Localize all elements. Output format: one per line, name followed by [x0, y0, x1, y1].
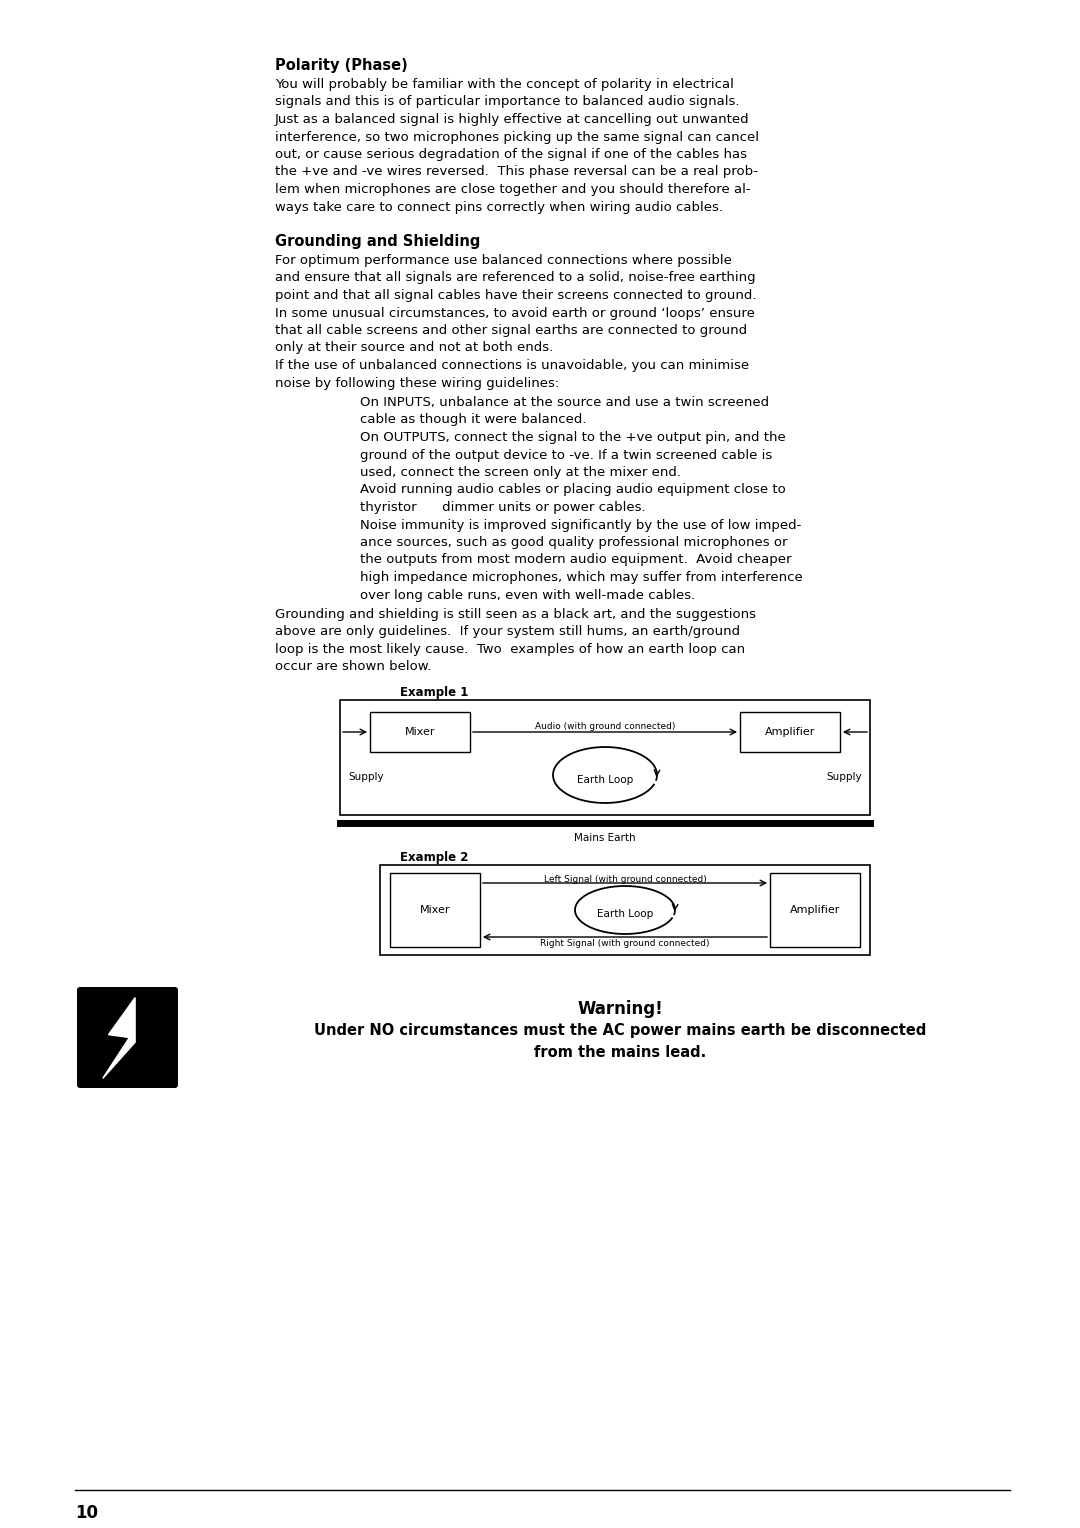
Text: Mixer: Mixer: [405, 727, 435, 736]
Text: only at their source and not at both ends.: only at their source and not at both end…: [275, 341, 553, 354]
Text: Warning!: Warning!: [577, 999, 663, 1018]
Text: lem when microphones are close together and you should therefore al-: lem when microphones are close together …: [275, 183, 751, 196]
Text: ance sources, such as good quality professional microphones or: ance sources, such as good quality profe…: [360, 536, 787, 549]
Text: point and that all signal cables have their screens connected to ground.: point and that all signal cables have th…: [275, 289, 756, 303]
Text: that all cable screens and other signal earths are connected to ground: that all cable screens and other signal …: [275, 324, 747, 338]
Text: and ensure that all signals are referenced to a solid, noise-free earthing: and ensure that all signals are referenc…: [275, 272, 756, 284]
Text: ways take care to connect pins correctly when wiring audio cables.: ways take care to connect pins correctly…: [275, 200, 723, 214]
Text: above are only guidelines.  If your system still hums, an earth/ground: above are only guidelines. If your syste…: [275, 625, 740, 639]
Text: from the mains lead.: from the mains lead.: [534, 1045, 706, 1060]
Text: occur are shown below.: occur are shown below.: [275, 660, 432, 674]
Text: Under NO circumstances must the AC power mains earth be disconnected: Under NO circumstances must the AC power…: [314, 1024, 927, 1038]
Text: Mains Earth: Mains Earth: [575, 833, 636, 843]
Text: noise by following these wiring guidelines:: noise by following these wiring guidelin…: [275, 376, 559, 390]
Text: out, or cause serious degradation of the signal if one of the cables has: out, or cause serious degradation of the…: [275, 148, 747, 160]
Text: Just as a balanced signal is highly effective at cancelling out unwanted: Just as a balanced signal is highly effe…: [275, 113, 750, 125]
Bar: [740, 712, 840, 752]
Text: Earth Loop: Earth Loop: [597, 909, 653, 918]
Text: thyristor      dimmer units or power cables.: thyristor dimmer units or power cables.: [360, 501, 646, 513]
Polygon shape: [103, 998, 135, 1079]
Text: Amplifier: Amplifier: [765, 727, 815, 736]
Text: In some unusual circumstances, to avoid earth or ground ‘loops’ ensure: In some unusual circumstances, to avoid …: [275, 307, 755, 319]
Text: the outputs from most modern audio equipment.  Avoid cheaper: the outputs from most modern audio equip…: [360, 553, 792, 567]
Text: Supply: Supply: [826, 772, 862, 782]
Text: On INPUTS, unbalance at the source and use a twin screened: On INPUTS, unbalance at the source and u…: [360, 396, 769, 410]
Bar: [390, 872, 480, 947]
Text: Left Signal (with ground connected): Left Signal (with ground connected): [543, 876, 706, 885]
Text: Mixer: Mixer: [420, 905, 450, 915]
Text: interference, so two microphones picking up the same signal can cancel: interference, so two microphones picking…: [275, 130, 759, 144]
Text: over long cable runs, even with well-made cables.: over long cable runs, even with well-mad…: [360, 588, 696, 602]
Text: Supply: Supply: [348, 772, 383, 782]
Text: cable as though it were balanced.: cable as though it were balanced.: [360, 414, 586, 426]
Text: Grounding and Shielding: Grounding and Shielding: [275, 234, 481, 249]
Text: Grounding and shielding is still seen as a black art, and the suggestions: Grounding and shielding is still seen as…: [275, 608, 756, 620]
Text: Amplifier: Amplifier: [789, 905, 840, 915]
Text: Audio (with ground connected): Audio (with ground connected): [535, 723, 675, 730]
Text: For optimum performance use balanced connections where possible: For optimum performance use balanced con…: [275, 254, 732, 267]
Text: Avoid running audio cables or placing audio equipment close to: Avoid running audio cables or placing au…: [360, 483, 786, 497]
FancyBboxPatch shape: [77, 987, 178, 1088]
Text: signals and this is of particular importance to balanced audio signals.: signals and this is of particular import…: [275, 95, 740, 108]
Text: Example 1: Example 1: [400, 686, 469, 698]
Text: 10: 10: [75, 1504, 98, 1522]
Text: On OUTPUTS, connect the signal to the +ve output pin, and the: On OUTPUTS, connect the signal to the +v…: [360, 431, 786, 445]
Text: the +ve and -ve wires reversed.  This phase reversal can be a real prob-: the +ve and -ve wires reversed. This pha…: [275, 165, 758, 179]
Text: Example 2: Example 2: [400, 851, 469, 863]
Text: loop is the most likely cause.  Two  examples of how an earth loop can: loop is the most likely cause. Two examp…: [275, 643, 745, 656]
Text: high impedance microphones, which may suffer from interference: high impedance microphones, which may su…: [360, 571, 802, 584]
Bar: [380, 865, 870, 955]
Text: You will probably be familiar with the concept of polarity in electrical: You will probably be familiar with the c…: [275, 78, 734, 92]
Text: ground of the output device to -ve. If a twin screened cable is: ground of the output device to -ve. If a…: [360, 449, 772, 461]
Bar: [770, 872, 860, 947]
Text: used, connect the screen only at the mixer end.: used, connect the screen only at the mix…: [360, 466, 681, 478]
Bar: [370, 712, 470, 752]
Text: If the use of unbalanced connections is unavoidable, you can minimise: If the use of unbalanced connections is …: [275, 359, 750, 371]
Bar: [340, 700, 870, 814]
Text: Right Signal (with ground connected): Right Signal (with ground connected): [540, 940, 710, 947]
Text: Polarity (Phase): Polarity (Phase): [275, 58, 408, 73]
Text: Noise immunity is improved significantly by the use of low imped-: Noise immunity is improved significantly…: [360, 518, 801, 532]
Text: Earth Loop: Earth Loop: [577, 775, 633, 785]
